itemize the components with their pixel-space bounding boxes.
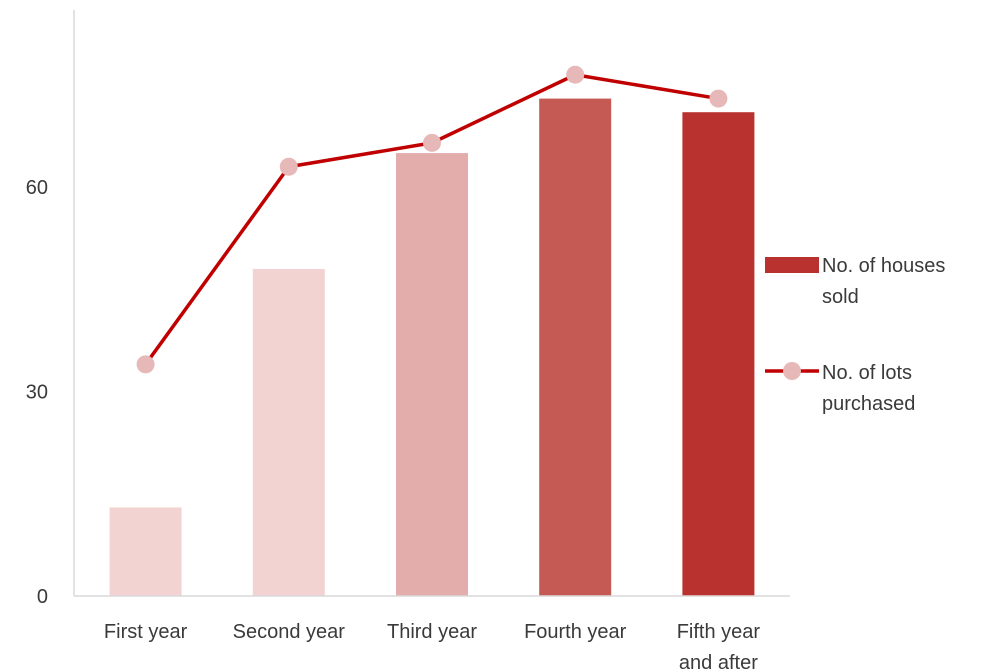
line-point-1 bbox=[279, 157, 298, 176]
bar-0 bbox=[109, 507, 182, 596]
line-series-layer bbox=[136, 65, 728, 374]
legend: No. of houses sold No. of lots purchased bbox=[765, 255, 945, 415]
x-tick-label-3: Fourth year bbox=[524, 621, 627, 643]
y-tick-label-2: 60 bbox=[26, 177, 48, 199]
y-tick-label-1: 30 bbox=[26, 382, 48, 404]
legend-swatch-lots-marker bbox=[783, 362, 801, 380]
labels-layer: 0 30 60 First year Second year Third year Four… bbox=[26, 177, 761, 671]
line-point-3 bbox=[566, 65, 585, 84]
x-tick-label-0: First year bbox=[104, 621, 188, 643]
x-tick-label-1: Second year bbox=[233, 621, 346, 643]
bar-2 bbox=[396, 153, 468, 596]
bar-1 bbox=[252, 268, 325, 596]
bars-layer bbox=[109, 98, 755, 597]
y-tick-label-0: 0 bbox=[37, 586, 48, 608]
bar-3 bbox=[539, 98, 612, 597]
axis-layer bbox=[73, 10, 790, 597]
line-point-4 bbox=[709, 89, 728, 108]
legend-label-houses: No. of houses sold bbox=[822, 255, 945, 308]
x-tick-label-4: Fifth year and after bbox=[677, 621, 761, 671]
line-point-0 bbox=[136, 355, 155, 374]
legend-swatch-houses bbox=[765, 257, 819, 273]
bar-4 bbox=[682, 112, 755, 597]
x-tick-label-2: Third year bbox=[387, 621, 477, 643]
legend-label-lots: No. of lots purchased bbox=[822, 362, 915, 415]
line-point-2 bbox=[423, 133, 441, 152]
